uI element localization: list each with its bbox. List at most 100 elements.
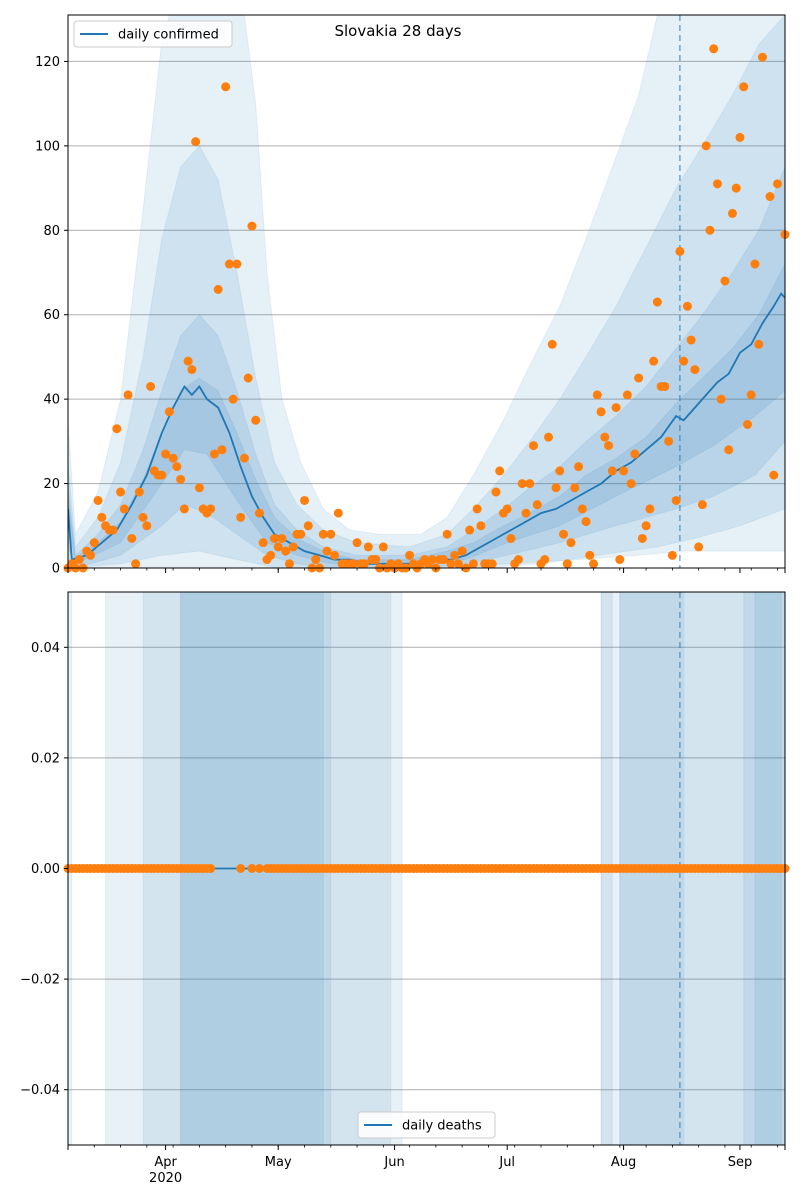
x-tick-label: Apr bbox=[154, 1155, 177, 1170]
observed-point bbox=[652, 297, 662, 307]
observed-point bbox=[570, 483, 580, 493]
x-tick-label: Jul bbox=[498, 1155, 515, 1170]
observed-point bbox=[701, 141, 711, 151]
observed-point bbox=[176, 474, 186, 484]
observed-point bbox=[453, 559, 463, 569]
observed-point bbox=[247, 221, 257, 231]
observed-point bbox=[502, 504, 512, 514]
legend-box bbox=[73, 20, 233, 48]
observed-point bbox=[277, 533, 287, 543]
observed-point bbox=[611, 403, 621, 413]
observed-point bbox=[724, 445, 734, 455]
observed-point bbox=[161, 449, 171, 459]
observed-point bbox=[513, 555, 523, 565]
observed-point bbox=[622, 390, 632, 400]
observed-point bbox=[540, 555, 550, 565]
observed-point bbox=[405, 550, 415, 560]
observed-point bbox=[224, 259, 234, 269]
observed-point bbox=[206, 864, 216, 873]
observed-points bbox=[63, 44, 790, 573]
observed-point bbox=[679, 356, 689, 366]
y-tick-label: 20 bbox=[43, 477, 60, 492]
credible-band bbox=[68, 15, 785, 568]
observed-point bbox=[716, 394, 726, 404]
observed-point bbox=[660, 381, 670, 391]
observed-point bbox=[360, 559, 370, 569]
x-tick-label: Jun bbox=[383, 1155, 404, 1170]
observed-point bbox=[127, 533, 137, 543]
observed-point bbox=[709, 44, 719, 54]
observed-point bbox=[765, 192, 775, 202]
observed-point bbox=[89, 538, 99, 548]
observed-point bbox=[108, 525, 118, 535]
observed-point bbox=[266, 550, 276, 560]
observed-point bbox=[615, 555, 625, 565]
y-tick-label: 0.04 bbox=[31, 641, 60, 656]
observed-point bbox=[254, 864, 264, 873]
observed-point bbox=[251, 415, 261, 425]
legend: daily confirmed bbox=[73, 20, 233, 48]
observed-point bbox=[93, 495, 103, 505]
observed-point bbox=[146, 381, 156, 391]
observed-point bbox=[495, 466, 505, 476]
credible-band bbox=[68, 15, 785, 568]
observed-point bbox=[596, 407, 606, 417]
observed-point bbox=[555, 466, 565, 476]
observed-point bbox=[637, 533, 647, 543]
observed-point bbox=[585, 550, 595, 560]
observed-point bbox=[487, 559, 497, 569]
observed-point bbox=[168, 453, 178, 463]
observed-point bbox=[581, 517, 591, 527]
observed-point bbox=[284, 559, 294, 569]
observed-point bbox=[172, 462, 182, 472]
observed-point bbox=[757, 52, 767, 62]
x-tick-label: Sep bbox=[728, 1155, 753, 1170]
axes-frame bbox=[67, 14, 786, 569]
observed-point bbox=[525, 479, 535, 489]
observed-point bbox=[378, 542, 388, 552]
observed-point bbox=[228, 394, 238, 404]
observed-point bbox=[457, 546, 467, 556]
observed-point bbox=[273, 542, 283, 552]
observed-point bbox=[363, 542, 373, 552]
credible-band bbox=[68, 166, 785, 568]
observed-point bbox=[112, 424, 122, 434]
x-tick-label: Aug bbox=[611, 1155, 636, 1170]
observed-point bbox=[739, 82, 749, 92]
observed-point bbox=[164, 407, 174, 417]
observed-point bbox=[592, 390, 602, 400]
observed-point bbox=[690, 365, 700, 375]
observed-point bbox=[142, 521, 152, 531]
observed-point bbox=[664, 436, 674, 446]
observed-point bbox=[281, 546, 291, 556]
y-tick-label: 120 bbox=[35, 55, 60, 70]
observed-point bbox=[138, 512, 148, 522]
observed-point bbox=[438, 555, 448, 565]
observed-point bbox=[532, 500, 542, 510]
observed-point bbox=[675, 246, 685, 256]
observed-point bbox=[468, 559, 478, 569]
observed-point bbox=[641, 521, 651, 531]
observed-point bbox=[735, 132, 745, 142]
observed-point bbox=[634, 373, 644, 383]
observed-point bbox=[528, 441, 538, 451]
observed-point bbox=[131, 559, 141, 569]
observed-point bbox=[123, 390, 133, 400]
observed-point bbox=[296, 529, 306, 539]
observed-point bbox=[450, 550, 460, 560]
observed-point bbox=[559, 529, 569, 539]
observed-point bbox=[116, 487, 126, 497]
y-tick-label: 60 bbox=[43, 308, 60, 323]
observed-point bbox=[686, 335, 696, 345]
observed-point bbox=[746, 390, 756, 400]
observed-point bbox=[187, 365, 197, 375]
observed-point bbox=[626, 479, 636, 489]
observed-point bbox=[465, 525, 475, 535]
observed-point bbox=[697, 500, 707, 510]
observed-point bbox=[671, 495, 681, 505]
observed-point bbox=[239, 453, 249, 463]
observed-point bbox=[645, 504, 655, 514]
observed-point bbox=[157, 470, 167, 480]
observed-point bbox=[720, 276, 730, 286]
